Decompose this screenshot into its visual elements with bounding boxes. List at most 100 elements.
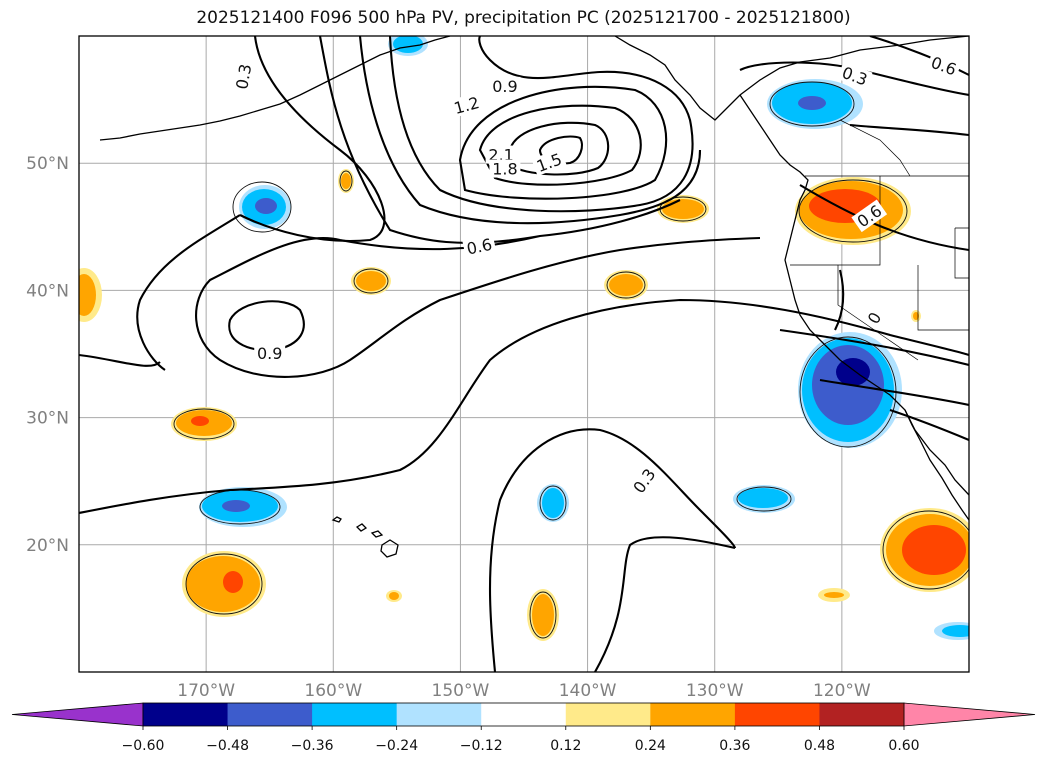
- colorbar-frame: [142, 702, 905, 727]
- contour-label-bg: [231, 59, 255, 94]
- lon-tick-label: 120°W: [813, 681, 871, 701]
- precip-negative-blob-north-edge: [388, 36, 428, 56]
- contour-label-bg: [837, 62, 873, 90]
- precip-negative-blob-sw-oregon: [239, 185, 291, 229]
- lon-tick-label: 130°W: [686, 681, 744, 701]
- precip-positive-blob-central-east: [604, 270, 648, 300]
- colorbar-tick-label: −0.24: [375, 738, 418, 754]
- lat-tick-label: 50°N: [26, 154, 69, 174]
- contour-label: 0.9: [254, 344, 286, 363]
- coastline-baja: [904, 409, 969, 521]
- map-title: 2025121400 F096 500 hPa PV, precipitatio…: [196, 8, 851, 28]
- precip-positive-blob-pacific-northwest: [795, 177, 911, 245]
- lon-tick-label: 160°W: [304, 681, 362, 701]
- precip-positive-blob-mid-west: [351, 267, 391, 295]
- coastline-hawaii-big-island: [380, 539, 399, 558]
- border-states-3: [917, 265, 969, 331]
- colorbar-tick-label: 0.60: [888, 738, 919, 754]
- contour-label-text: 0.3: [232, 62, 255, 90]
- colorbar-segment: [227, 703, 313, 726]
- political-borders: [790, 119, 969, 361]
- map-frame: [78, 35, 970, 673]
- precip-negative-blob-hawaii-north: [199, 487, 287, 527]
- pv-contours: [79, 36, 969, 672]
- precip-positive-blob-hawaii-south: [182, 551, 266, 617]
- pv-contour-1-5: [478, 104, 642, 186]
- precip-positive-blob-north-mid: [338, 169, 354, 193]
- colorbar-segment: [143, 703, 229, 726]
- precip-negative-blob-central: [537, 484, 569, 522]
- pv-contour-0-3-west: [136, 36, 386, 371]
- pv-contour-east-lower: [779, 123, 969, 441]
- contour-label-text: 0.6: [465, 235, 494, 259]
- contour-label: 1.8: [489, 159, 521, 179]
- pv-contour-0-9-upper: [388, 36, 694, 213]
- lat-tick-label: 30°N: [26, 409, 69, 429]
- pv-contour-1-0-mid: [358, 36, 702, 225]
- contour-label-text: 1.8: [492, 160, 517, 179]
- contour-label-bg: [863, 307, 886, 329]
- precip-positive-blob-south-central: [527, 589, 559, 641]
- colorbar-segment: [312, 703, 398, 726]
- contour-label-text: 0.9: [492, 77, 517, 96]
- colorbar-segment: [734, 703, 820, 726]
- colorbar-tick-label: −0.36: [291, 738, 334, 754]
- precip-negative-blob-baja: [934, 622, 969, 640]
- precip-positive-blob-small-dash-east: [818, 588, 850, 602]
- precip-positive-blob-subtropical-west: [171, 407, 237, 441]
- colorbar-segment: [481, 703, 567, 726]
- contour-label-bg: [485, 145, 517, 164]
- coastline-aleutians: [99, 36, 451, 141]
- map-layers: 0.3 0.91.22.11.8 1.50.60.90.30.3 0.60.60: [79, 36, 969, 672]
- contour-label: 0.3: [231, 59, 255, 94]
- precip-negative-blob-alaska-panhandle: [767, 79, 863, 129]
- contour-label: 0.9: [489, 76, 521, 96]
- latitude-labels: 50°N 40°N 30°N 20°N: [26, 154, 69, 556]
- border-canada-interior: [839, 119, 911, 177]
- coastline-hawaii-oahu: [355, 523, 368, 532]
- pv-contour-1-2: [458, 85, 668, 200]
- colorbar-segment: [396, 703, 482, 726]
- pv-contour-0-3-south: [488, 428, 737, 672]
- precip-positive-blob-mexico-coast: [880, 508, 969, 592]
- colorbar-tick-label: 0.48: [804, 738, 835, 754]
- gridlines: [79, 36, 969, 672]
- colorbar-tick-label: −0.12: [460, 738, 503, 754]
- colorbar-segment: [819, 703, 905, 726]
- border-states-2: [837, 265, 919, 361]
- colorbar-tick-label: 0.24: [635, 738, 666, 754]
- precip-positive-blob-gulf-alaska-south: [657, 195, 709, 223]
- contour-label: 0.6: [462, 234, 497, 259]
- colorbar-tick-label: 0.12: [550, 738, 581, 754]
- pv-contour-0-9-loop: [228, 300, 305, 352]
- contour-label-bg: [489, 76, 521, 95]
- contour-label-text: 0.9: [257, 344, 282, 363]
- colorbar-over-arrow: [903, 702, 1036, 727]
- lon-tick-label: 150°W: [432, 681, 490, 701]
- colorbar-tick-label: 0.36: [719, 738, 750, 754]
- precip-positive-blob-small-dot-hawaii: [386, 590, 402, 602]
- colorbar-tick-label: −0.48: [206, 738, 249, 754]
- longitude-labels: 170°W 160°W 150°W 140°W 130°W 120°W: [177, 681, 871, 701]
- contour-label-bg: [489, 159, 521, 178]
- border-states-4: [954, 227, 969, 279]
- contour-label: 1.2: [449, 92, 484, 118]
- contour-label-bg: [449, 92, 484, 118]
- contour-label-bg: [254, 344, 286, 362]
- precip-negative-blob-california: [798, 332, 902, 448]
- lon-tick-label: 170°W: [177, 681, 235, 701]
- coastline-hawaii-kauai: [331, 516, 342, 523]
- pv-contour-zero-coast: [834, 269, 845, 331]
- coastline-hawaii-maui: [370, 530, 384, 538]
- precip-negative-blob-east-central: [733, 485, 795, 513]
- contour-label-bg: [926, 51, 962, 80]
- precip-positive-blob-west-edge: [79, 268, 102, 322]
- pv-contour-0-3-south-loop: [79, 298, 969, 515]
- coastlines: [99, 36, 969, 558]
- contour-label-bg: [851, 199, 888, 233]
- lon-tick-label: 140°W: [559, 681, 617, 701]
- colorbar-segment: [565, 703, 651, 726]
- colorbar-under-arrow: [11, 702, 144, 727]
- contour-label-bg: [627, 462, 661, 499]
